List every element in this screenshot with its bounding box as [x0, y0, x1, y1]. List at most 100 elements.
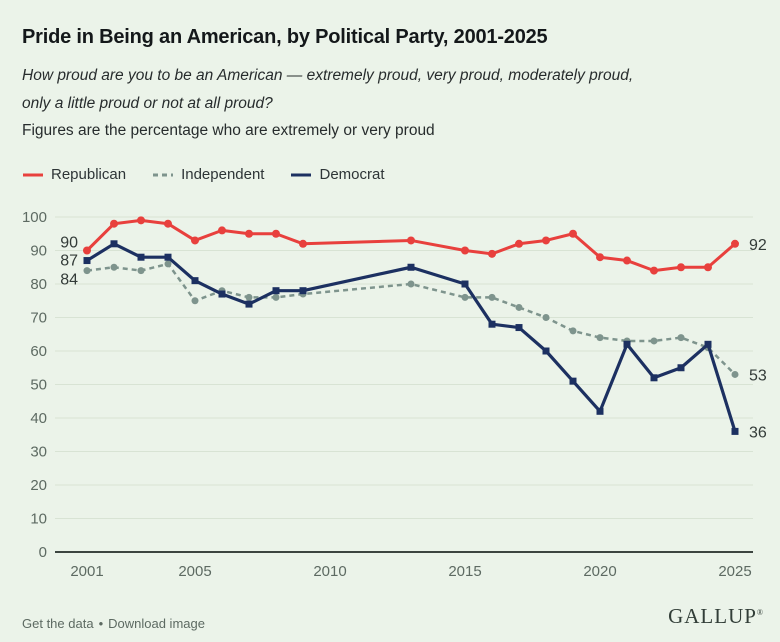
republican-data-point: [137, 216, 145, 225]
democrat-data-point: [569, 377, 577, 385]
y-axis-tick-label: 0: [39, 544, 47, 561]
democrat-data-point: [704, 340, 712, 348]
independent-data-point: [515, 303, 523, 311]
democrat-data-point: [272, 287, 280, 295]
gallup-wordmark: GALLUP: [668, 604, 757, 628]
independent-data-point: [245, 293, 253, 301]
line-chart: 0 10 20 30 40 50 60 70 80 90 100 2001 2005 2010 2015 20…: [0, 195, 780, 600]
democrat-data-point: [407, 263, 415, 271]
republican-data-point: [704, 263, 712, 272]
democrat-data-point: [596, 407, 604, 415]
democrat-data-point: [650, 374, 658, 382]
independent-data-point: [110, 263, 118, 271]
independent-data-point: [272, 293, 280, 301]
democrat-data-point: [542, 347, 550, 355]
republican-data-point: [299, 239, 307, 248]
independent-data-point: [461, 293, 469, 301]
y-axis-tick-label: 60: [30, 343, 47, 360]
democrat-data-point: [218, 290, 226, 298]
democrat-line: [86, 242, 737, 432]
survey-question-line2: only a little proud or not at all proud?: [22, 94, 273, 112]
y-axis-tick-label: 30: [30, 444, 47, 461]
democrat-end-value-label: 36: [749, 424, 767, 441]
republican-data-point: [83, 246, 91, 255]
y-axis-tick-label: 70: [30, 310, 47, 327]
legend-label: Democrat: [319, 166, 385, 183]
democrat-data-point: [245, 300, 253, 308]
page-title: Pride in Being an American, by Political…: [22, 26, 548, 48]
legend-swatch-independent: [152, 172, 174, 178]
y-axis-tick-label: 10: [30, 511, 47, 528]
democrat-data-point: [164, 253, 172, 261]
legend-label: Republican: [51, 166, 127, 183]
figure-note: Figures are the percentage who are extre…: [22, 121, 435, 139]
independent-data-point: [191, 297, 199, 305]
chart-footer: Get the data • Download image GALLUP®: [22, 604, 764, 631]
footer-link-separator: •: [98, 616, 104, 631]
democrat-data-point: [515, 324, 523, 332]
republican-data-point: [731, 239, 739, 248]
x-axis-tick-label: 2001: [70, 563, 103, 580]
democrat-start-value-label: 87: [60, 253, 78, 270]
gallup-logo: GALLUP®: [668, 604, 764, 629]
x-axis-tick-label: 2010: [313, 563, 346, 580]
republican-data-point: [164, 219, 172, 228]
republican-data-point: [245, 229, 253, 238]
legend-label: Independent: [181, 166, 265, 183]
footer-link-download-image[interactable]: Download image: [108, 616, 205, 631]
democrat-data-point: [83, 257, 91, 265]
independent-data-point: [407, 280, 415, 288]
y-axis-tick-label: 90: [30, 243, 47, 260]
chart-header: Pride in Being an American, by Political…: [22, 0, 758, 142]
footer-link-get-the-data[interactable]: Get the data: [22, 616, 94, 631]
y-axis-tick-label: 100: [22, 209, 47, 226]
footer-links: Get the data • Download image: [22, 616, 205, 631]
republican-data-point: [650, 266, 658, 275]
independent-data-point: [569, 327, 577, 335]
republican-data-point: [218, 226, 226, 235]
democrat-data-point: [110, 240, 118, 248]
republican-data-point: [623, 256, 631, 265]
republican-data-point: [407, 236, 415, 245]
legend-item-independent: Independent: [152, 166, 264, 183]
independent-data-point: [731, 370, 739, 378]
democrat-data-point: [191, 277, 199, 285]
republican-data-point: [569, 229, 577, 238]
x-axis-tick-label: 2015: [448, 563, 481, 580]
republican-start-value-label: 90: [60, 235, 78, 252]
independent-data-point: [488, 293, 496, 301]
democrat-data-point: [488, 320, 496, 328]
independent-data-point: [677, 334, 685, 342]
republican-data-point: [596, 253, 604, 262]
independent-data-point: [83, 267, 91, 275]
democrat-data-point: [677, 364, 685, 372]
democrat-data-point: [299, 287, 307, 295]
legend-swatch-republican: [22, 172, 44, 178]
survey-question: How proud are you to be an American — ex…: [22, 62, 758, 118]
republican-data-point: [515, 239, 523, 248]
x-axis-tick-label: 2025: [718, 563, 751, 580]
democrat-data-point: [623, 340, 631, 348]
democrat-data-point: [137, 253, 145, 261]
republican-line: [85, 218, 736, 273]
democrat-data-point: [461, 280, 469, 288]
republican-data-point: [272, 229, 280, 238]
y-axis-tick-label: 40: [30, 410, 47, 427]
republican-data-point: [110, 219, 118, 228]
republican-data-point: [488, 249, 496, 258]
x-axis-tick-label: 2005: [178, 563, 211, 580]
independent-data-point: [137, 267, 145, 275]
independent-data-point: [596, 334, 604, 342]
y-axis-tick-label: 50: [30, 377, 47, 394]
republican-end-value-label: 92: [749, 237, 767, 254]
republican-data-point: [542, 236, 550, 245]
registered-mark: ®: [756, 608, 764, 617]
independent-end-value-label: 53: [749, 367, 767, 384]
republican-data-point: [191, 236, 199, 245]
line-chart-svg: 0 10 20 30 40 50 60 70 80 90 100 2001 2005 2010 2015 20…: [22, 209, 767, 580]
independent-data-point: [650, 337, 658, 345]
republican-data-point: [677, 263, 685, 272]
legend-swatch-democrat: [290, 172, 312, 178]
chart-legend: Republican Independent Democrat: [22, 166, 385, 183]
